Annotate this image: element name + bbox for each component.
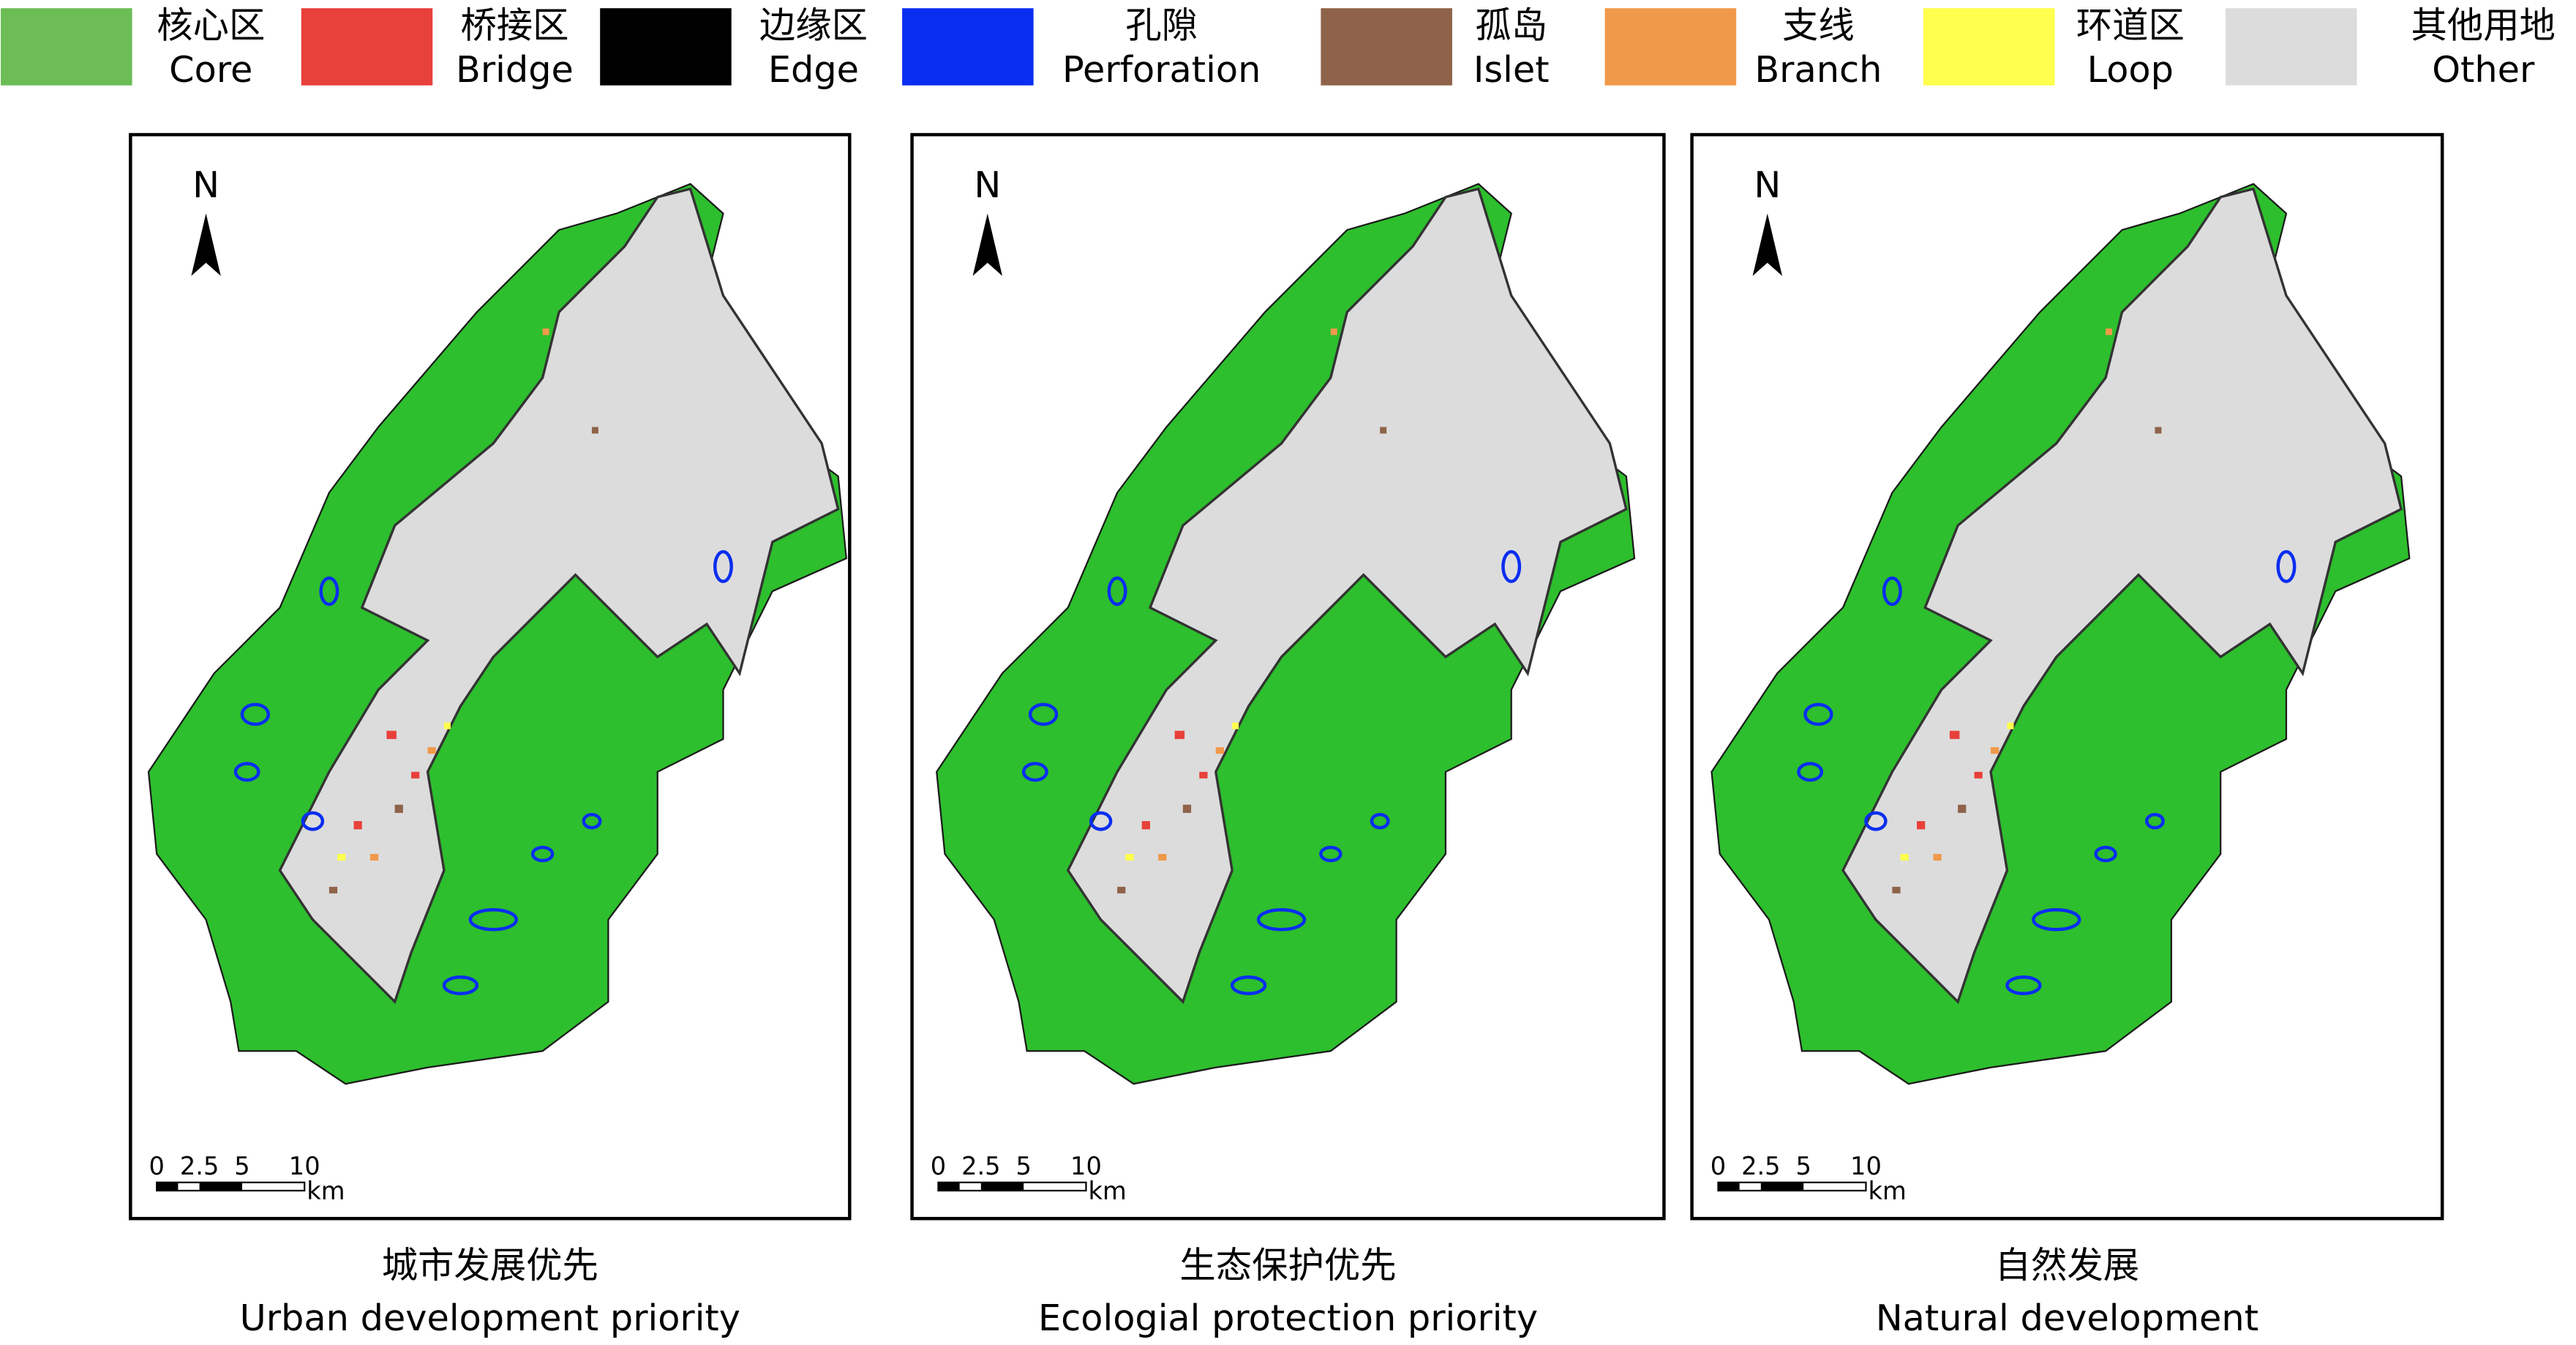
legend-swatch — [301, 8, 433, 86]
north-arrow — [191, 213, 221, 277]
scale-unit: km — [307, 1177, 345, 1205]
legend-swatch — [902, 8, 1034, 86]
scale-label: 0 — [1711, 1152, 1726, 1180]
legend-swatch — [2225, 8, 2357, 86]
scale-label: 10 — [1850, 1152, 1882, 1180]
legend-en: Edge — [768, 48, 859, 91]
scale-bar-fill — [199, 1182, 242, 1191]
scale-unit: km — [1088, 1177, 1126, 1205]
legend-zh: 核心区 — [157, 4, 265, 47]
legend-swatch — [600, 8, 732, 86]
north-label: N — [192, 163, 219, 206]
scale-bar-fill — [980, 1182, 1024, 1191]
legend-zh: 其他用地 — [2411, 4, 2556, 47]
north-arrow — [1752, 213, 1783, 277]
scale-label: 0 — [931, 1152, 946, 1180]
panel-title-en: Ecologial protection priority — [1038, 1297, 1538, 1339]
legend-swatch — [1604, 8, 1737, 86]
scale-bar-fill — [157, 1182, 179, 1191]
scale-label: 5 — [1015, 1152, 1031, 1180]
scale-bar-fill — [1760, 1182, 1804, 1191]
legend-swatch — [1321, 8, 1452, 86]
scale-label: 0 — [149, 1152, 165, 1180]
panel-title-en: Natural development — [1876, 1297, 2258, 1339]
legend-en: Core — [169, 48, 252, 91]
legend-en: Bridge — [456, 48, 574, 91]
legend-zh: 孔隙 — [1125, 4, 1198, 47]
legend-zh: 环道区 — [2076, 4, 2185, 47]
legend-en: Loop — [2087, 48, 2174, 91]
legend-en: Perforation — [1062, 48, 1261, 91]
north-label: N — [974, 163, 1001, 206]
scale-bar-fill — [1718, 1182, 1740, 1191]
legend-zh: 桥接区 — [460, 4, 568, 47]
legend-swatch — [1, 8, 132, 86]
legend-en: Branch — [1754, 48, 1882, 91]
scale-bar-fill — [938, 1182, 960, 1191]
panel-title-zh: 自然发展 — [1995, 1244, 2139, 1286]
scale-label: 10 — [1070, 1152, 1102, 1180]
legend-zh: 孤岛 — [1475, 4, 1547, 47]
north-label: N — [1754, 163, 1781, 206]
panel-title-en: Urban development priority — [240, 1297, 740, 1339]
scale-label: 2.5 — [1741, 1152, 1781, 1180]
legend-zh: 边缘区 — [759, 4, 868, 47]
scale-label: 5 — [234, 1152, 249, 1180]
scale-label: 2.5 — [961, 1152, 1001, 1180]
scale-unit: km — [1868, 1177, 1906, 1205]
legend-swatch — [1923, 8, 2055, 86]
legend-en: Islet — [1473, 48, 1550, 91]
scale-label: 5 — [1795, 1152, 1811, 1180]
north-arrow — [972, 213, 1003, 277]
legend-en: Other — [2432, 48, 2535, 91]
panel-title-zh: 生态保护优先 — [1179, 1244, 1396, 1286]
scale-label: 10 — [289, 1152, 320, 1180]
scale-label: 2.5 — [180, 1152, 219, 1180]
panel-title-zh: 城市发展优先 — [382, 1244, 598, 1286]
legend-zh: 支线 — [1782, 4, 1855, 47]
